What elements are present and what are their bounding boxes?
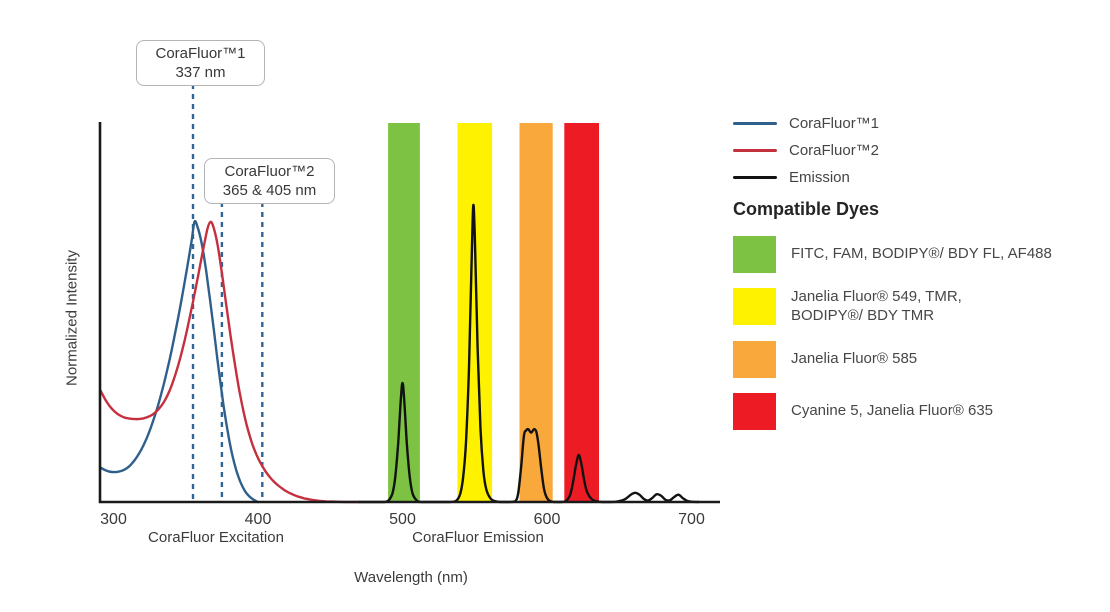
- dye-color-swatch-green: [733, 236, 776, 273]
- x-axis-title: Wavelength (nm): [354, 569, 468, 586]
- chart-legend: CoraFluor™1 CoraFluor™2 Emission: [733, 110, 879, 191]
- callout-corafluor2: CoraFluor™2 365 & 405 nm: [204, 158, 335, 204]
- legend-label-emission: Emission: [789, 169, 850, 186]
- dye-band-3: [564, 123, 599, 502]
- dye-color-swatch-yellow: [733, 288, 776, 326]
- dye-item-green: FITC, FAM, BODIPY®/ BDY FL, AF488: [733, 236, 1052, 273]
- dye-item-yellow: Janelia Fluor® 549, TMR, BODIPY®/ BDY TM…: [733, 288, 1052, 326]
- compatible-dyes-list: FITC, FAM, BODIPY®/ BDY FL, AF488 Janeli…: [733, 236, 1052, 445]
- legend-line-swatch-corafluor1: [733, 122, 777, 125]
- x-section-label-emission: CoraFluor Emission: [412, 529, 544, 546]
- dye-label-green: FITC, FAM, BODIPY®/ BDY FL, AF488: [791, 245, 1052, 263]
- legend-line-swatch-corafluor2: [733, 149, 777, 152]
- legend-label-corafluor1: CoraFluor™1: [789, 115, 880, 132]
- dye-band-2: [519, 123, 553, 502]
- callout-corafluor1-title: CoraFluor™1: [155, 44, 246, 62]
- dye-label-yellow: Janelia Fluor® 549, TMR, BODIPY®/ BDY TM…: [791, 288, 962, 324]
- dye-color-swatch-orange: [733, 340, 776, 378]
- y-axis-title: Normalized Intensity: [63, 250, 81, 386]
- x-tick-600: 600: [534, 511, 561, 528]
- callout-corafluor1-value: 337 nm: [175, 64, 226, 81]
- x-tick-500: 500: [389, 511, 416, 528]
- legend-item-emission: Emission: [733, 164, 879, 191]
- compatible-dyes-heading: Compatible Dyes: [733, 199, 880, 219]
- legend-label-corafluor2: CoraFluor™2: [789, 142, 880, 159]
- dye-label-red: Cyanine 5, Janelia Fluor® 635: [791, 401, 994, 419]
- dye-label-orange: Janelia Fluor® 585: [791, 349, 918, 367]
- callout-corafluor2-value: 365 & 405 nm: [222, 182, 317, 199]
- x-section-label-excitation: CoraFluor Excitation: [148, 529, 284, 546]
- legend-item-corafluor1: CoraFluor™1: [733, 110, 879, 137]
- dye-band-0: [388, 123, 420, 502]
- x-tick-700: 700: [678, 511, 705, 528]
- dye-band-1: [457, 123, 493, 502]
- series-curve-excitation-1: [99, 220, 361, 504]
- x-tick-400: 400: [245, 511, 272, 528]
- legend-line-swatch-emission: [733, 176, 777, 179]
- dye-item-red: Cyanine 5, Janelia Fluor® 635: [733, 392, 1052, 430]
- series-curve-excitation-0: [99, 219, 260, 504]
- axes: [98, 122, 720, 504]
- callout-corafluor1: CoraFluor™1 337 nm: [136, 40, 265, 86]
- dye-item-orange: Janelia Fluor® 585: [733, 340, 1052, 378]
- callout-corafluor2-title: CoraFluor™2: [224, 162, 315, 180]
- legend-item-corafluor2: CoraFluor™2: [733, 137, 879, 164]
- dye-color-swatch-red: [733, 392, 776, 430]
- x-tick-300: 300: [100, 511, 127, 528]
